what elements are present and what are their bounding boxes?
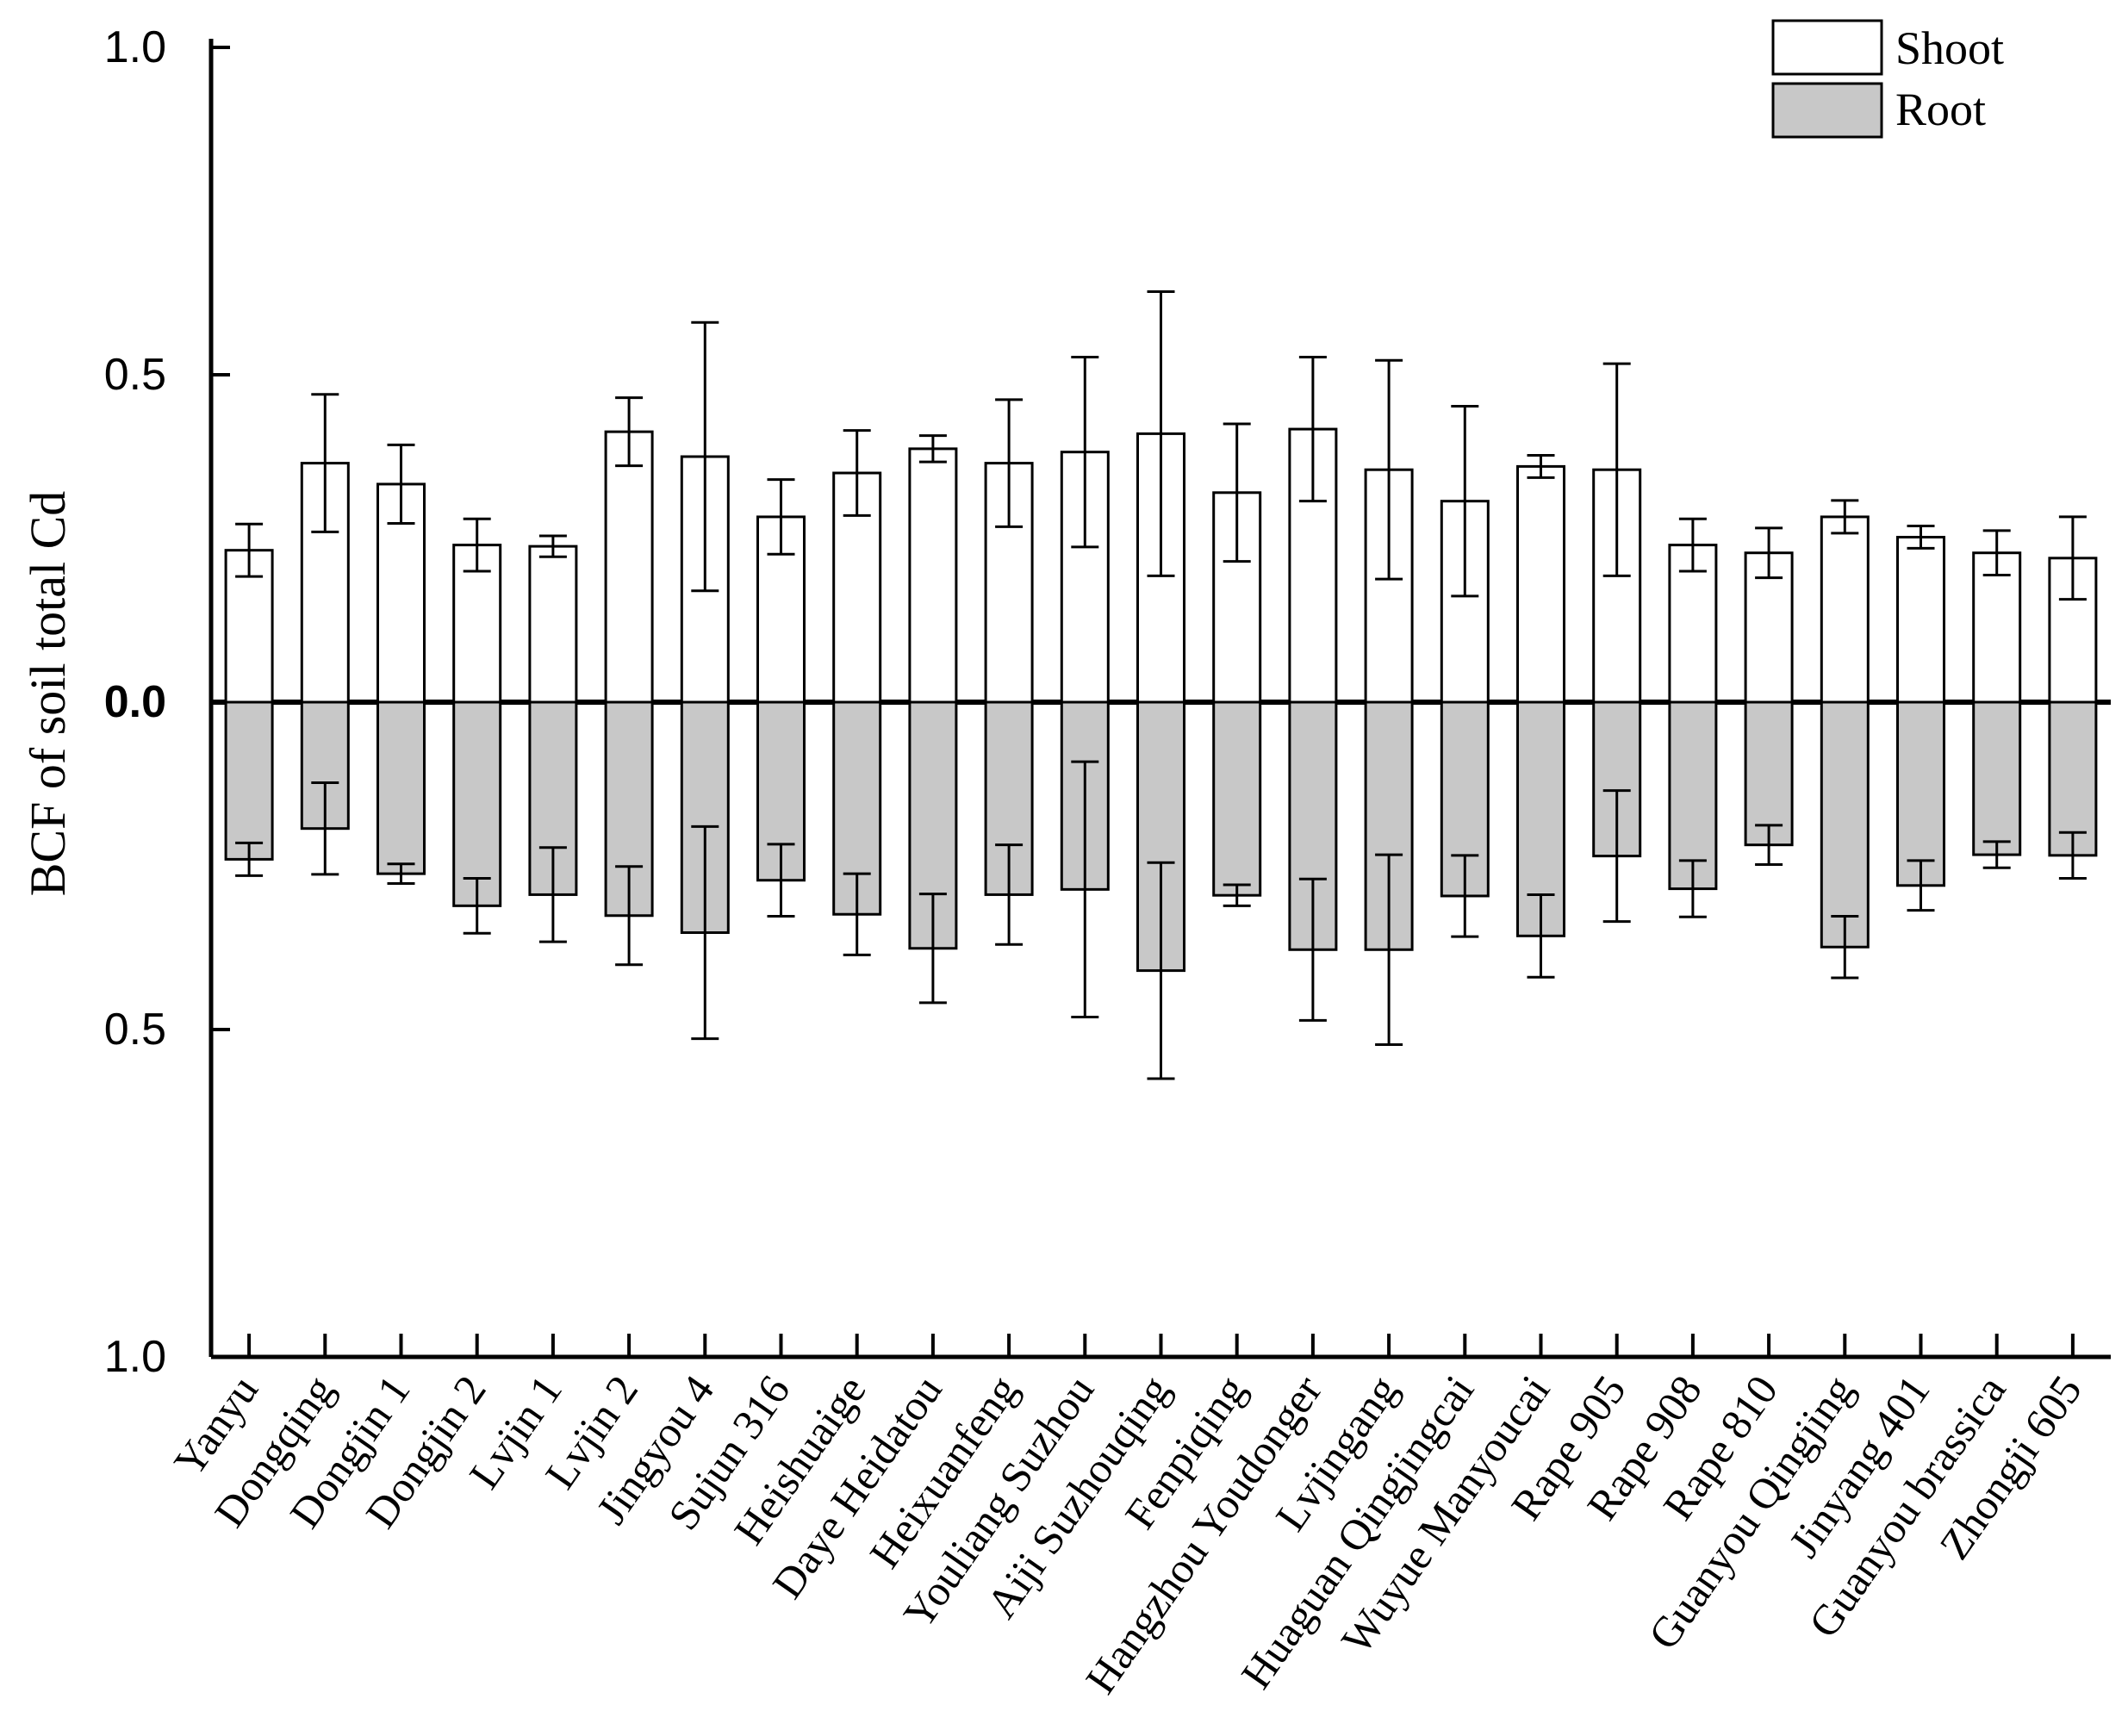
y-tick-label: 1.0 <box>104 22 166 72</box>
bar-root <box>1744 700 1794 847</box>
y-tick-label: 0.5 <box>104 1005 166 1055</box>
y-tick-label: 0.0 <box>104 677 166 727</box>
legend-swatch-shoot <box>1771 19 1883 76</box>
bar-root <box>1212 700 1262 897</box>
y-tick-label: 0.5 <box>104 350 166 400</box>
legend-label-root: Root <box>1895 84 1986 135</box>
bar-shoot <box>1896 535 1945 704</box>
bar-shoot <box>1516 464 1565 704</box>
bar-root <box>376 700 426 875</box>
legend-label-shoot: Shoot <box>1895 22 2004 74</box>
bar-root <box>1896 700 1945 887</box>
bar-shoot <box>908 447 958 704</box>
bar-marks <box>224 289 2098 1080</box>
y-ticks: 1.0 0.5 0.0 0.5 1.0 <box>104 22 230 1382</box>
bar-root <box>2048 700 2098 857</box>
bar-root <box>224 700 274 861</box>
bar-shoot <box>1820 515 1870 704</box>
bar-root <box>452 700 502 907</box>
y-axis-title: BCF of soil total Cd <box>20 491 76 897</box>
bar-root <box>1972 700 2022 856</box>
bar-shoot <box>604 430 654 704</box>
legend: Shoot Root <box>1771 19 2004 139</box>
bar-shoot <box>528 544 578 704</box>
legend-swatch-root <box>1771 82 1883 139</box>
bar-root <box>1668 700 1718 891</box>
y-tick-label: 1.0 <box>104 1332 166 1382</box>
bar-shoot <box>1212 491 1262 704</box>
bar-root <box>1820 700 1870 949</box>
